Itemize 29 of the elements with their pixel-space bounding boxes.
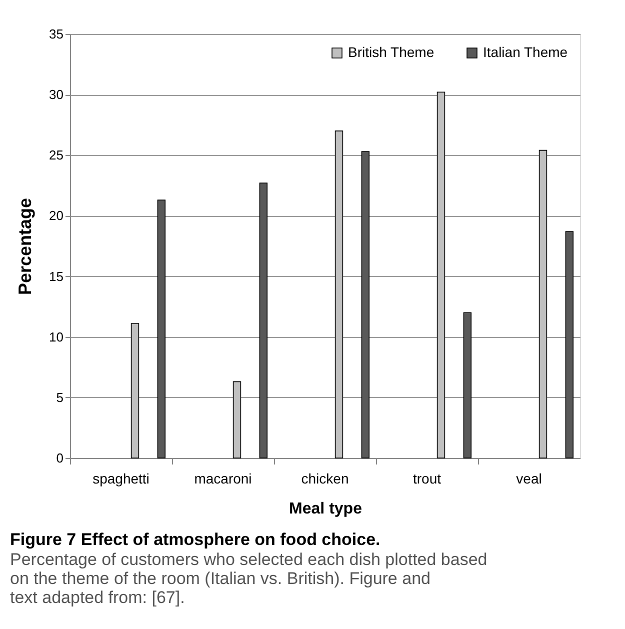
y-tick-label: 35	[49, 26, 64, 42]
bar	[232, 381, 242, 458]
y-tick-label: 15	[49, 268, 64, 284]
x-tick-label: trout	[412, 470, 442, 486]
bar	[334, 130, 344, 458]
x-tick-label: macaroni	[194, 470, 252, 486]
y-tick-label: 30	[49, 87, 64, 102]
x-tick-label: spaghetti	[92, 470, 150, 486]
text: Percentage of customers who selected each dish plotted based on the theme of the room (Italian vs. British). Figure and text adapted from: [67].	[10, 550, 488, 607]
text: Figure 7 Effect of atmosphere on food choice.	[10, 530, 380, 549]
bar	[436, 92, 446, 458]
y-tick-label: 0	[56, 450, 64, 466]
bar	[130, 323, 140, 458]
legend-label: Italian Theme	[483, 44, 568, 60]
x-tick-label: chicken	[301, 470, 349, 486]
y-tick-label: 10	[49, 329, 64, 344]
y-tick-label: 25	[49, 148, 64, 163]
bar	[463, 312, 472, 458]
y-tick-label: 20	[49, 208, 64, 224]
y-tick-label: 5	[56, 390, 64, 405]
bar	[538, 150, 548, 458]
y-axis-title: Percentage	[15, 198, 36, 296]
bar	[565, 231, 574, 458]
bar	[157, 200, 166, 458]
x-axis-title: Meal type	[289, 500, 362, 518]
legend-label: British Theme	[348, 44, 434, 60]
bar	[259, 182, 268, 458]
bar	[361, 151, 370, 458]
x-tick-label: veal	[516, 470, 542, 486]
